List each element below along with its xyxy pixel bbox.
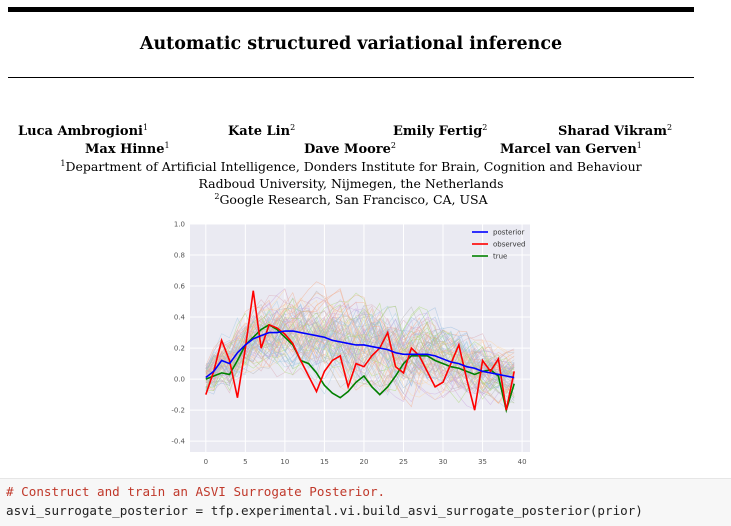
y-tick-label: 0.6 bbox=[174, 283, 186, 291]
posterior-sample-line bbox=[205, 306, 515, 388]
x-tick-label: 0 bbox=[204, 458, 208, 466]
author-name: Max Hinne1 bbox=[85, 141, 170, 157]
y-tick-label: 1.0 bbox=[174, 221, 185, 229]
legend-label: true bbox=[493, 253, 507, 261]
y-tick-label: 0.8 bbox=[174, 252, 185, 260]
series-line-observed bbox=[205, 290, 515, 411]
y-tick-label: 0.4 bbox=[174, 314, 186, 322]
paper-title: Automatic structured variational inferen… bbox=[139, 34, 563, 54]
x-tick-label: 40 bbox=[518, 458, 527, 466]
posterior-sample-line bbox=[205, 297, 515, 393]
posterior-sample-line bbox=[205, 323, 515, 404]
author-name: Kate Lin2 bbox=[228, 123, 296, 139]
affiliation: 2Google Research, San Francisco, CA, USA bbox=[214, 192, 488, 207]
posterior-sample-line bbox=[205, 317, 515, 401]
x-tick-label: 25 bbox=[399, 458, 408, 466]
code-cell[interactable]: # Construct and train an ASVI Surrogate … bbox=[0, 478, 731, 526]
top-rule bbox=[8, 7, 694, 12]
posterior-sample-line bbox=[205, 302, 515, 404]
y-tick-label: 0.0 bbox=[174, 376, 185, 384]
x-tick-label: 35 bbox=[478, 458, 487, 466]
posterior-sample-line bbox=[205, 299, 515, 388]
code-line: asvi_surrogate_posterior = tfp.experimen… bbox=[6, 503, 643, 518]
series-line-true bbox=[205, 323, 515, 414]
author-name: Marcel van Gerven1 bbox=[500, 141, 642, 157]
posterior-sample-line bbox=[205, 316, 515, 386]
y-tick-label: -0.2 bbox=[171, 407, 185, 415]
x-tick-label: 30 bbox=[439, 458, 448, 466]
posterior-sample-line bbox=[205, 307, 515, 392]
author-name: Sharad Vikram2 bbox=[558, 123, 673, 139]
x-tick-label: 20 bbox=[359, 458, 368, 466]
title-rule bbox=[8, 77, 694, 78]
x-tick-label: 10 bbox=[280, 458, 289, 466]
y-tick-label: -0.4 bbox=[171, 438, 185, 446]
author-name: Emily Fertig2 bbox=[393, 123, 488, 139]
affiliation: Radboud University, Nijmegen, the Nether… bbox=[198, 176, 504, 191]
x-tick-label: 5 bbox=[243, 458, 247, 466]
y-tick-label: 0.2 bbox=[174, 345, 185, 353]
author-name: Dave Moore2 bbox=[304, 141, 396, 157]
legend-label: posterior bbox=[493, 229, 525, 237]
posterior-sample-line bbox=[205, 315, 515, 381]
affiliation: 1Department of Artificial Intelligence, … bbox=[60, 159, 642, 174]
x-tick-label: 15 bbox=[320, 458, 329, 466]
legend-label: observed bbox=[493, 241, 525, 249]
series-line-posterior bbox=[205, 330, 515, 379]
author-name: Luca Ambrogioni1 bbox=[18, 123, 149, 139]
code-comment: # Construct and train an ASVI Surrogate … bbox=[6, 484, 386, 499]
posterior-chart: 0 5 10 15 20 25 30 35 40 1.0 0.8 0.6 0.4 0.2 0.0 -0.2 -0… bbox=[171, 221, 530, 466]
